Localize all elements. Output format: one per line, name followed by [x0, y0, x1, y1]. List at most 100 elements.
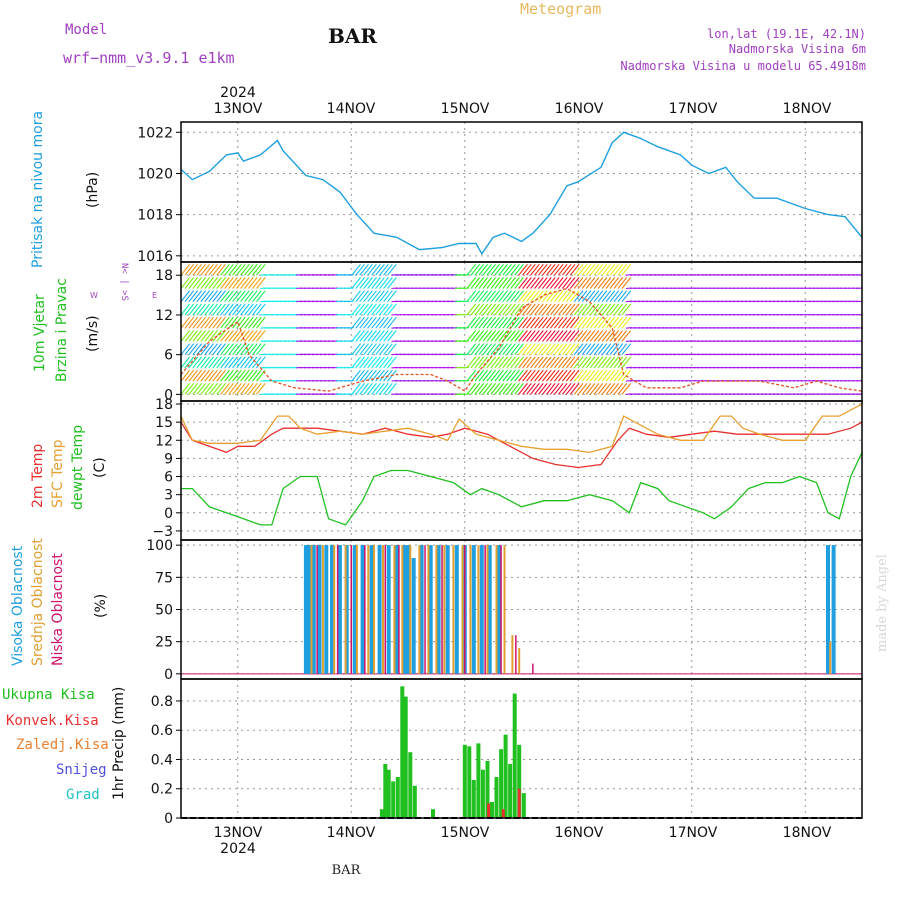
wind-barb: [490, 330, 501, 342]
wind-barb: [546, 383, 556, 395]
cloud-bar-low: [384, 545, 386, 674]
wind-barb: [597, 290, 608, 303]
cloud-bar-mid: [477, 545, 480, 674]
wind-barb: [228, 263, 238, 276]
wind-barb: [482, 277, 493, 289]
wind-barb: [617, 290, 628, 303]
wind-barb: [542, 277, 552, 289]
wind-barb: [569, 343, 580, 356]
wind-barb: [526, 383, 536, 395]
wind-barb: [252, 263, 262, 276]
wind-barb: [522, 369, 532, 382]
cloud-bar-high: [324, 545, 329, 674]
wind-barb: [593, 263, 604, 276]
wind-barb: [526, 290, 536, 303]
top-date-14nov: 14NOV: [327, 101, 376, 117]
wind-barb: [474, 383, 485, 395]
pressure-label: Pritisak na nivou mora: [30, 111, 46, 268]
wind-barb: [367, 343, 377, 356]
cloud-bar-high: [419, 545, 424, 674]
wind-barb: [577, 356, 588, 369]
wind-barb: [526, 369, 536, 382]
precip-legend-frz: Zaledj.Kisa: [16, 737, 109, 753]
wind-barb: [188, 277, 199, 289]
wind-barb: [605, 263, 616, 276]
wind-barb: [256, 263, 266, 276]
cloud-bar-high: [479, 545, 484, 674]
wind-barb: [514, 330, 524, 342]
wind-barb: [573, 290, 584, 303]
wind-barb: [181, 303, 191, 316]
wind-barb: [486, 263, 497, 276]
wind-barb: [383, 330, 393, 342]
wind-barb: [379, 383, 389, 395]
wind-barb: [518, 330, 528, 342]
wind-barb: [355, 277, 365, 289]
wind-barb: [585, 316, 596, 329]
wind-barb: [530, 277, 540, 289]
wind-barb: [565, 356, 576, 369]
wind-barb: [181, 383, 191, 395]
wind-barb: [490, 303, 501, 316]
wind-barb: [526, 303, 536, 316]
wind-barb: [549, 263, 560, 276]
wind-barb: [359, 356, 369, 369]
wind-barb: [474, 330, 485, 342]
precip-bar-total: [395, 777, 400, 818]
wind-barb: [510, 303, 520, 316]
wind-barb: [379, 369, 389, 382]
bottom-date-15nov: 15NOV: [441, 825, 490, 841]
wind-barb: [387, 277, 397, 289]
wind-barb: [470, 290, 481, 303]
wind-barb: [530, 316, 540, 329]
wind-barb: [593, 343, 604, 356]
pressure-ytick-label: 1018: [137, 208, 173, 224]
wind-barb: [252, 303, 262, 316]
wind-barb: [252, 369, 262, 382]
wind-barb: [601, 290, 612, 303]
wind-barb: [256, 316, 266, 329]
wind-barb: [585, 383, 596, 395]
wind-barb: [371, 316, 381, 329]
wind-barb: [379, 330, 389, 342]
cloud-bar-high: [344, 545, 349, 674]
wind-barb: [530, 303, 540, 316]
wind-barb: [232, 369, 242, 382]
wind-barb: [613, 263, 624, 276]
wind-barb: [375, 369, 385, 382]
precip-legend-conv: Konvek.Kisa: [6, 713, 99, 729]
cloud-bar-low: [464, 545, 466, 674]
wind-barb: [474, 277, 485, 289]
wind-barb: [383, 290, 393, 303]
wind-barb: [494, 277, 504, 289]
wind-barb: [351, 316, 361, 329]
wind-barb: [605, 356, 616, 369]
wind-barb: [498, 356, 508, 369]
wind-barb: [514, 303, 524, 316]
wind-barb: [240, 369, 250, 382]
wind-barb: [351, 277, 361, 289]
wind-barb: [367, 277, 377, 289]
cloud-ytick-label: 100: [146, 538, 173, 554]
wind-barb: [593, 330, 604, 342]
wind-barb: [597, 369, 608, 382]
wind-barb: [530, 290, 540, 303]
wind-barb: [526, 343, 536, 356]
wind-barb: [240, 263, 250, 276]
wind-barb: [216, 263, 226, 276]
wind-barb: [486, 330, 497, 342]
wind-barb: [534, 383, 544, 395]
cloud-bar-mid: [418, 545, 421, 674]
wind-barb: [478, 290, 489, 303]
wind-barb: [549, 343, 560, 356]
cloud-bar-mid: [495, 545, 498, 674]
wind-barb: [549, 330, 560, 342]
temp-label-dewpt: dewpt Temp: [70, 425, 86, 510]
wind-barb: [860, 380, 862, 382]
wind-barb: [589, 303, 600, 316]
wind-barb: [542, 343, 552, 356]
wind-barb: [383, 383, 393, 395]
wind-barb: [208, 303, 218, 316]
wind-barb: [244, 303, 254, 316]
